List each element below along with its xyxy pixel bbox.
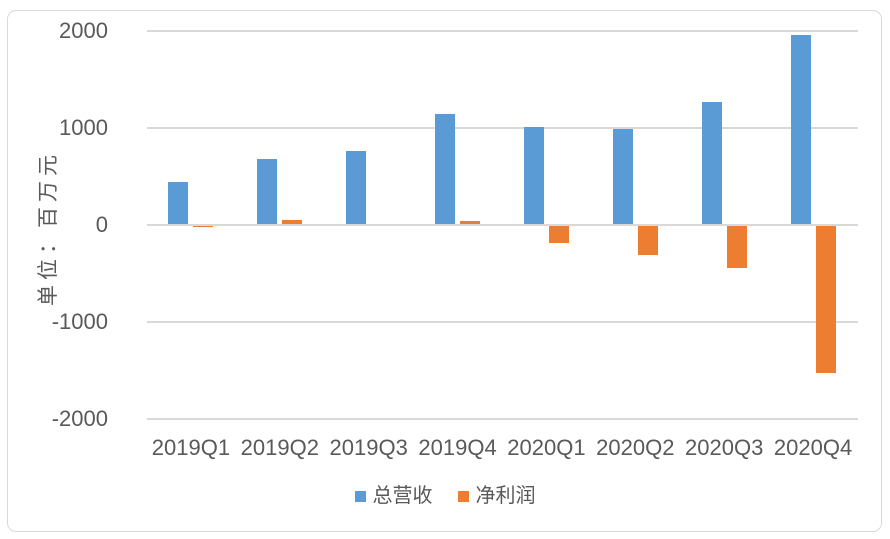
gridline	[146, 321, 858, 323]
y-tick-label: 1000	[59, 115, 108, 140]
bar-总营收-2020Q1	[523, 126, 544, 225]
legend-swatch-icon	[457, 490, 469, 502]
x-tick-label: 2020Q3	[685, 435, 764, 460]
x-tick-label: 2019Q4	[418, 435, 497, 460]
bar-净利润-2020Q4	[815, 225, 836, 374]
bar-总营收-2020Q4	[790, 35, 811, 225]
x-tick-label: 2020Q1	[507, 435, 586, 460]
bar-总营收-2020Q2	[612, 128, 633, 225]
x-tick-label: 2019Q2	[240, 435, 319, 460]
bar-总营收-2019Q3	[346, 150, 367, 225]
legend-label: 净利润	[475, 485, 536, 507]
gridline	[146, 418, 858, 420]
bar-净利润-2020Q2	[637, 225, 658, 256]
bar-净利润-2020Q1	[548, 225, 569, 244]
bar-总营收-2019Q2	[257, 159, 278, 225]
legend-label: 总营收	[372, 485, 433, 507]
x-tick-label: 2019Q3	[329, 435, 408, 460]
y-tick-label: 2000	[59, 18, 108, 43]
x-tick-label: 2020Q4	[773, 435, 853, 460]
legend-swatch-icon	[354, 490, 366, 502]
y-tick-label: -1000	[51, 309, 108, 334]
x-tick-label: 2019Q1	[151, 435, 231, 460]
x-axis-line	[146, 224, 858, 226]
bar-净利润-2019Q4	[460, 221, 481, 225]
x-tick-label: 2020Q2	[596, 435, 675, 460]
bar-总营收-2019Q1	[168, 181, 189, 225]
y-tick-label: -2000	[51, 406, 108, 431]
gridline	[146, 127, 858, 129]
y-tick-label: 0	[95, 212, 108, 237]
bar-净利润-2020Q3	[726, 225, 747, 269]
legend-item-净利润: 净利润	[457, 485, 536, 507]
bar-净利润-2019Q2	[282, 220, 303, 225]
bar-总营收-2019Q4	[435, 113, 456, 225]
legend: 总营收 净利润	[0, 486, 890, 506]
bar-总营收-2020Q3	[701, 101, 722, 225]
legend-item-总营收: 总营收	[354, 485, 433, 507]
gridline	[146, 30, 858, 32]
